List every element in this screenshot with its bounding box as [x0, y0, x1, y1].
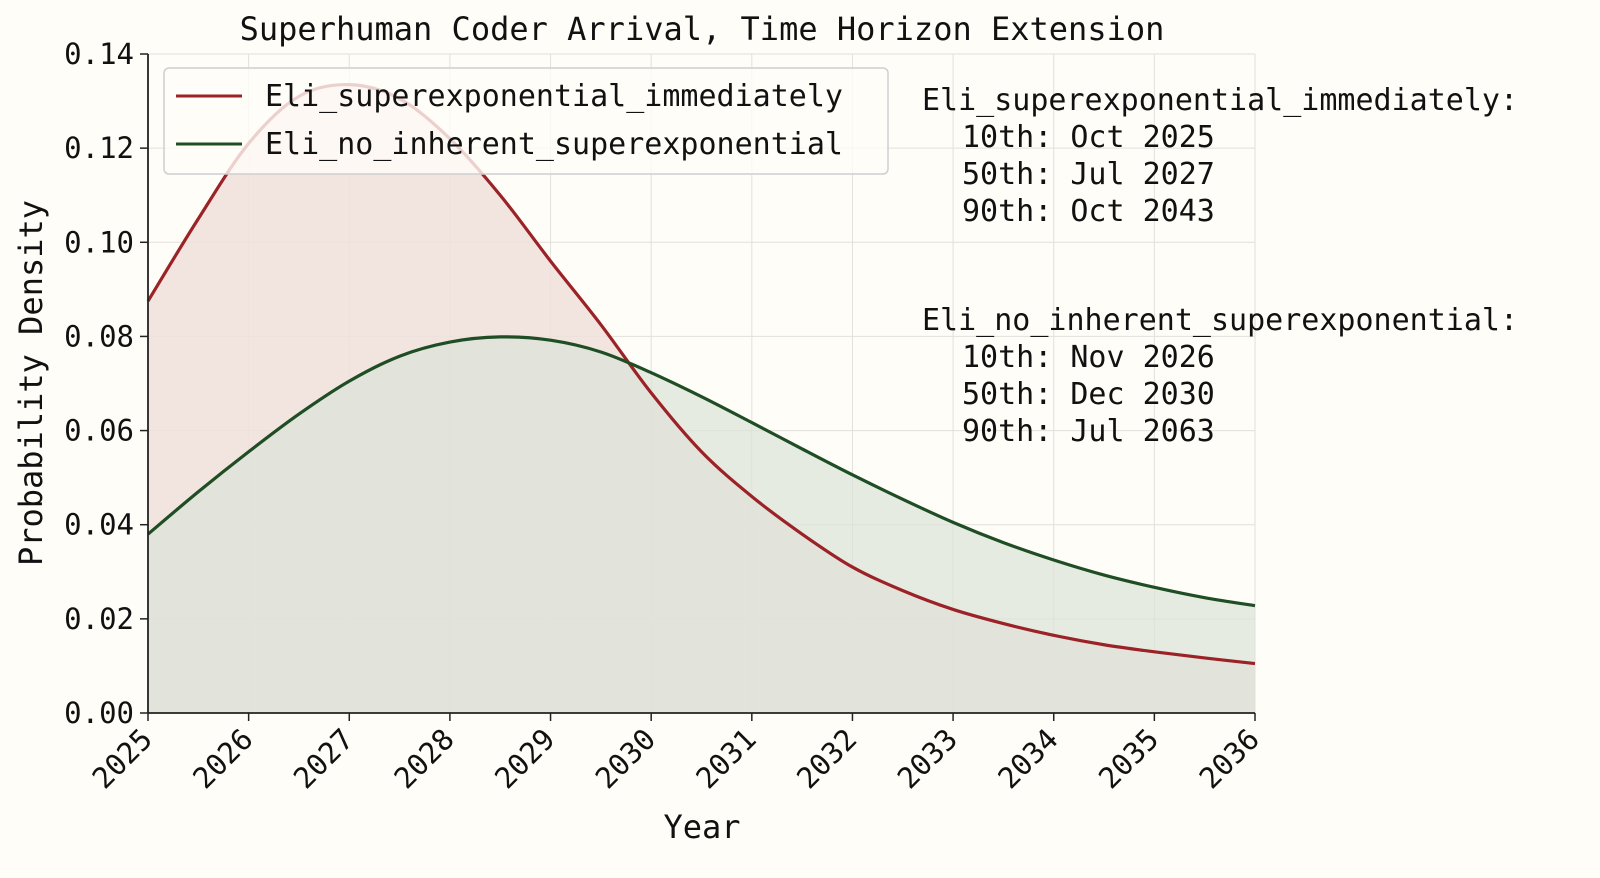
- series-areas: [148, 84, 1255, 714]
- x-tick-label: 2028: [387, 722, 460, 795]
- x-tick-label: 2035: [1092, 722, 1165, 795]
- y-tick-label: 0.12: [64, 131, 134, 165]
- chart-title: Superhuman Coder Arrival, Time Horizon E…: [240, 10, 1165, 48]
- x-tick-label: 2030: [589, 722, 662, 795]
- y-axis-title: Probability Density: [12, 200, 50, 566]
- stats-p10-no-inherent: 10th: Nov 2026: [962, 340, 1215, 375]
- y-tick-label: 0.10: [64, 225, 134, 259]
- legend-label-no-inherent: Eli_no_inherent_superexponential: [265, 127, 843, 162]
- stats-title-no-inherent: Eli_no_inherent_superexponential:: [922, 303, 1518, 338]
- line-no-inherent: [146, 335, 1256, 608]
- percentile-annotations: Eli_superexponential_immediately: 10th: …: [922, 83, 1518, 449]
- stats-p90-no-inherent: 90th: Jul 2063: [962, 414, 1215, 449]
- x-tick-label: 2026: [186, 722, 259, 795]
- stats-p10-superexponential: 10th: Oct 2025: [962, 120, 1215, 155]
- x-tick-label: 2029: [488, 722, 561, 795]
- y-tick-label: 0.00: [64, 696, 134, 730]
- x-tick-label: 2034: [991, 722, 1064, 795]
- y-tick-label: 0.14: [64, 37, 134, 71]
- legend-box: [163, 67, 889, 175]
- x-tick-label: 2025: [86, 722, 159, 795]
- x-tick-label: 2027: [287, 722, 360, 795]
- x-tick-label: 2036: [1193, 722, 1266, 795]
- x-axis-title: Year: [663, 808, 740, 846]
- x-tick-label: 2031: [689, 722, 762, 795]
- stats-title-superexponential: Eli_superexponential_immediately:: [922, 83, 1518, 118]
- area-no-inherent: [148, 336, 1255, 713]
- x-tick-label: 2032: [790, 722, 863, 795]
- stats-p90-superexponential: 90th: Oct 2043: [962, 194, 1215, 229]
- stats-p50-superexponential: 50th: Jul 2027: [962, 157, 1215, 192]
- y-tick-label: 0.06: [64, 414, 134, 448]
- y-tick-label: 0.08: [64, 319, 134, 353]
- legend-label-superexponential: Eli_superexponential_immediately: [265, 79, 843, 114]
- axes: [140, 53, 1256, 721]
- x-tick-label: 2033: [891, 722, 964, 795]
- legend: Eli_superexponential_immediately Eli_no_…: [163, 67, 889, 175]
- y-tick-label: 0.02: [64, 602, 134, 636]
- stats-p50-no-inherent: 50th: Dec 2030: [962, 377, 1215, 412]
- y-tick-label: 0.04: [64, 508, 134, 542]
